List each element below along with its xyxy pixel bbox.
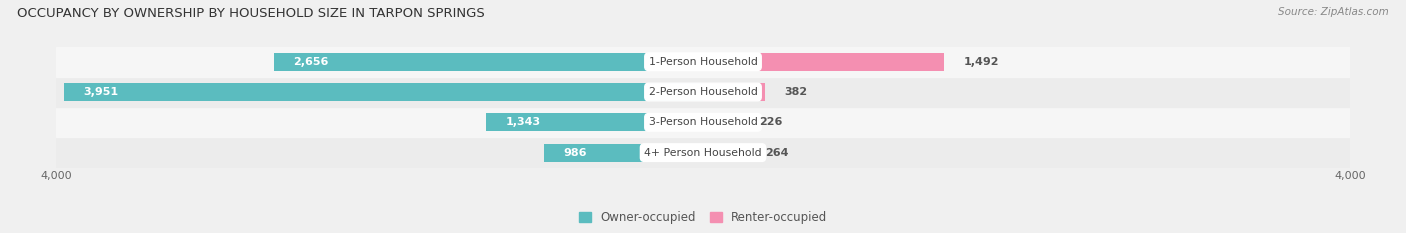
Text: 1-Person Household: 1-Person Household (648, 57, 758, 67)
Bar (56, 137, 1350, 168)
Bar (56, 107, 1350, 137)
Legend: Owner-occupied, Renter-occupied: Owner-occupied, Renter-occupied (574, 206, 832, 229)
Text: 382: 382 (785, 87, 807, 97)
Text: 2-Person Household: 2-Person Household (648, 87, 758, 97)
Bar (703, 53, 945, 71)
Bar (65, 83, 703, 101)
Bar (703, 113, 740, 131)
Bar (703, 144, 745, 162)
Bar (274, 53, 703, 71)
Text: 3-Person Household: 3-Person Household (648, 117, 758, 127)
Text: 1,492: 1,492 (963, 57, 1000, 67)
Text: 1,343: 1,343 (505, 117, 540, 127)
Bar (56, 47, 1350, 77)
Text: 4+ Person Household: 4+ Person Household (644, 148, 762, 158)
Bar (56, 77, 1350, 107)
Text: 264: 264 (765, 148, 789, 158)
Text: OCCUPANCY BY OWNERSHIP BY HOUSEHOLD SIZE IN TARPON SPRINGS: OCCUPANCY BY OWNERSHIP BY HOUSEHOLD SIZE… (17, 7, 485, 20)
Bar (486, 113, 703, 131)
Bar (703, 83, 765, 101)
Text: Source: ZipAtlas.com: Source: ZipAtlas.com (1278, 7, 1389, 17)
Text: 226: 226 (759, 117, 782, 127)
Text: 986: 986 (562, 148, 586, 158)
Text: 2,656: 2,656 (292, 57, 329, 67)
Bar (544, 144, 703, 162)
Text: 3,951: 3,951 (83, 87, 118, 97)
